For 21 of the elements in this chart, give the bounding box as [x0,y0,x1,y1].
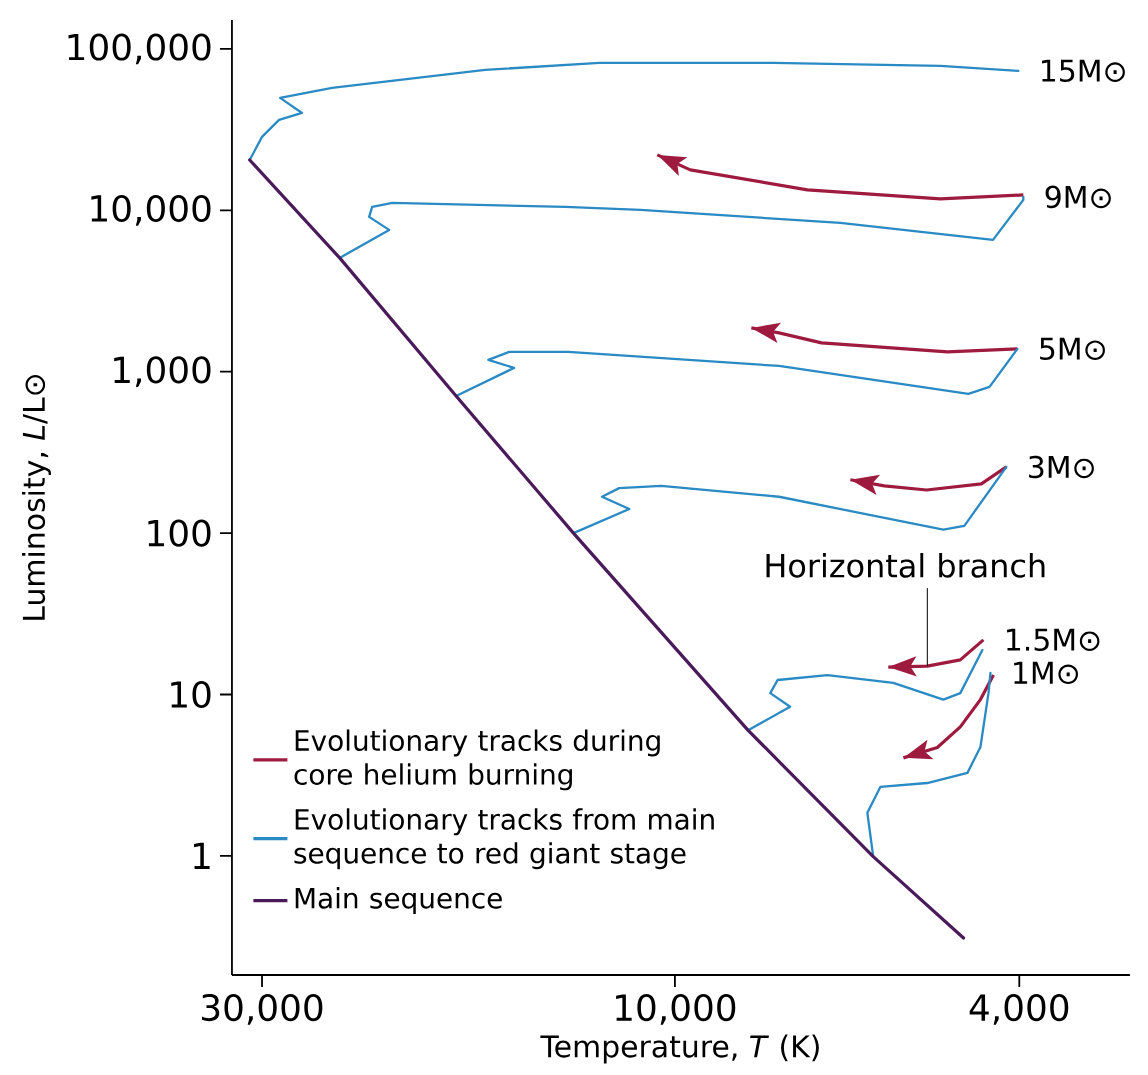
annotation: 3M⊙ [1029,455,1094,479]
legend-label: Evolutionary tracks during core helium burning [294,729,660,791]
y-tick-label: 1,000 [114,356,211,388]
x-axis-title: Temperature, T (K) [540,1034,819,1064]
annotation: 15M⊙ [1042,59,1125,82]
x-tick-label: 30,000 [201,994,323,1025]
legend-label: Main sequence [295,887,502,915]
annotation: Horizontal branch [766,553,1045,578]
y-axis-title: Luminosity, L/L⊙ [22,375,51,620]
annotation: 1M⊙ [1014,661,1078,685]
y-tick-label: 100 [148,519,211,547]
annotation: 9M⊙ [1045,185,1111,209]
annotation: 1.5M⊙ [1007,628,1100,652]
annotation: 5M⊙ [1040,337,1105,361]
x-tick-label: 10,000 [616,994,736,1025]
y-tick-label: 1 [194,842,210,870]
legend-label: Evolutionary tracks from main sequence to red giant stage [294,808,714,870]
y-tick-label: 10,000 [91,194,211,226]
x-tick-label: 4,000 [969,994,1069,1025]
y-tick-label: 10 [171,680,211,709]
y-tick-label: 100,000 [68,33,211,65]
